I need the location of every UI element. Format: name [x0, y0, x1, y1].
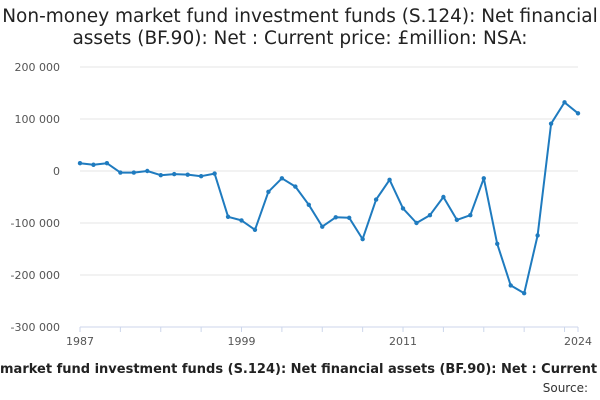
data-point[interactable]	[360, 236, 365, 242]
data-point[interactable]	[145, 168, 150, 174]
data-point[interactable]	[400, 206, 406, 211]
data-point[interactable]	[91, 162, 96, 167]
x-tick-label: 2011	[389, 335, 417, 348]
data-point[interactable]	[306, 202, 312, 207]
series-line	[79, 101, 579, 295]
series-layer	[77, 100, 581, 296]
y-tick-label: -300 000	[11, 321, 60, 334]
data-point[interactable]	[495, 241, 500, 246]
axis-layer: 200 000 100 000 0 -100 000 -200 000 -300 000 1…	[11, 61, 592, 348]
data-point[interactable]	[346, 215, 352, 220]
x-tick-label: 2024	[564, 335, 592, 348]
data-point[interactable]	[548, 121, 554, 126]
data-point[interactable]	[266, 189, 271, 194]
data-point[interactable]	[185, 172, 190, 177]
data-point[interactable]	[158, 172, 163, 178]
data-point[interactable]	[508, 283, 513, 288]
y-tick-label: 200 000	[15, 61, 61, 74]
y-tick-label: -200 000	[11, 269, 60, 282]
data-point[interactable]	[279, 176, 285, 181]
data-point[interactable]	[198, 174, 204, 179]
y-tick-label: -100 000	[11, 217, 60, 230]
data-point[interactable]	[118, 170, 123, 175]
x-tick-label: 1987	[66, 335, 94, 348]
data-point[interactable]	[225, 214, 231, 219]
data-point[interactable]	[575, 111, 581, 116]
data-point[interactable]	[172, 171, 177, 177]
data-point[interactable]	[414, 220, 419, 226]
data-point[interactable]	[468, 213, 473, 218]
data-point[interactable]	[212, 171, 217, 176]
data-point[interactable]	[252, 227, 258, 232]
data-point[interactable]	[320, 224, 325, 229]
data-point[interactable]	[131, 170, 137, 175]
y-tick-label: 100 000	[15, 113, 61, 126]
data-point[interactable]	[481, 176, 486, 181]
data-point[interactable]	[333, 215, 338, 220]
y-tick-label: 0	[53, 165, 60, 178]
data-point[interactable]	[562, 100, 567, 105]
data-point[interactable]	[454, 217, 460, 223]
chart-title: Non-money market fund investment funds (…	[2, 6, 598, 49]
x-tick-label: 1999	[228, 335, 256, 348]
source-label: Source:	[542, 381, 588, 395]
data-point[interactable]	[373, 197, 379, 202]
data-point[interactable]	[239, 218, 244, 223]
x-axis-caption: market fund investment funds (S.124): Ne…	[0, 362, 600, 377]
data-point[interactable]	[293, 184, 298, 189]
data-point[interactable]	[104, 161, 110, 166]
data-point[interactable]	[441, 194, 446, 200]
data-point[interactable]	[427, 213, 433, 218]
data-point[interactable]	[535, 233, 540, 238]
data-point[interactable]	[387, 177, 392, 183]
data-point[interactable]	[77, 161, 83, 166]
data-point[interactable]	[521, 291, 527, 296]
grid-layer	[80, 66, 578, 328]
